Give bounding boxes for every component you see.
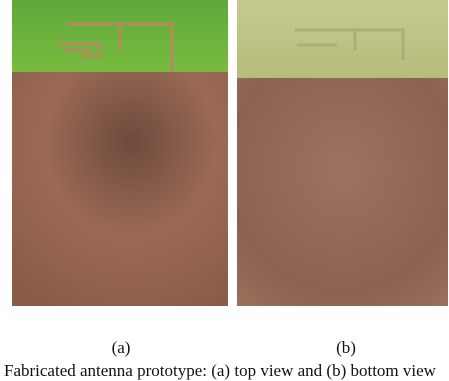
photo-bottom-view	[237, 0, 448, 306]
photo-b	[237, 0, 448, 306]
photo-a	[12, 0, 228, 306]
page: {"figure": {"panels": [{"label": "(a)"},…	[0, 0, 449, 370]
figure-caption: Fabricated antenna prototype: (a) top vi…	[4, 361, 436, 381]
photo-top-view	[12, 0, 228, 306]
panel-label: (b)	[326, 338, 366, 358]
panel-label: (a)	[101, 338, 141, 358]
